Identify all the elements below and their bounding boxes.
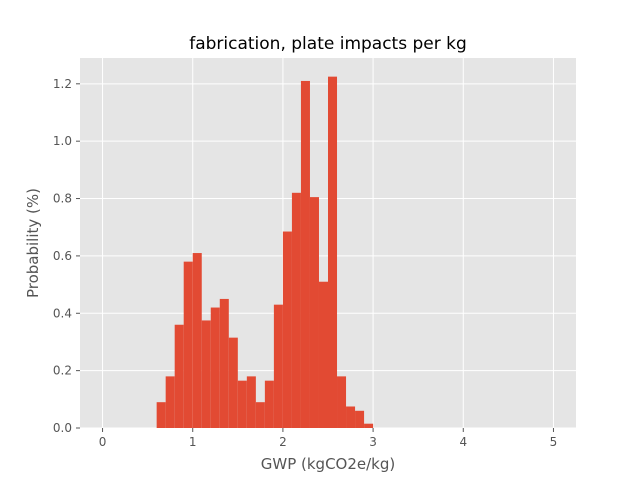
histogram-bar [346,406,356,428]
histogram-bar [192,253,202,428]
y-tick-label: 0.6 [53,249,72,263]
histogram-bar [273,304,283,428]
histogram-bar [282,231,292,428]
x-tick-label: 3 [369,435,377,449]
x-axis-label: GWP (kgCO2e/kg) [261,455,396,473]
histogram-bar [318,281,328,428]
chart-title: fabrication, plate impacts per kg [189,34,467,54]
x-tick-label: 5 [550,435,558,449]
histogram-bar [219,298,229,428]
y-axis-label: Probability (%) [24,188,42,298]
histogram-bar [201,320,211,428]
histogram-bar [255,402,265,428]
y-tick-label: 0.4 [53,306,72,320]
y-tick-label: 0.2 [53,364,72,378]
histogram-bar [364,423,374,428]
histogram-bar [300,80,310,428]
x-tick-label: 1 [189,435,197,449]
histogram-bar [246,376,256,428]
x-tick-label: 4 [459,435,467,449]
histogram-bar [228,337,238,428]
x-tick-label: 2 [279,435,287,449]
histogram-bar [156,402,166,428]
histogram-bar [328,76,338,429]
histogram-bar [210,307,220,428]
histogram-bar [165,376,175,428]
histogram-bars [156,76,374,429]
histogram-bar [291,192,301,428]
histogram-bar [174,324,184,428]
histogram-bar [237,380,247,428]
histogram-bar [337,376,347,428]
histogram-bar [355,410,365,428]
y-tick-label: 1.2 [53,77,72,91]
histogram-bar [183,261,193,428]
axis-ticks: 0 1 2 3 4 5 0.0 0.2 0.4 0.6 0.8 1.0 1.2 [53,77,557,449]
y-tick-label: 1.0 [53,134,72,148]
histogram-bar [264,380,274,428]
x-tick-label: 0 [99,435,107,449]
y-tick-label: 0.8 [53,192,72,206]
histogram-bar [309,197,319,428]
y-tick-label: 0.0 [53,421,72,435]
